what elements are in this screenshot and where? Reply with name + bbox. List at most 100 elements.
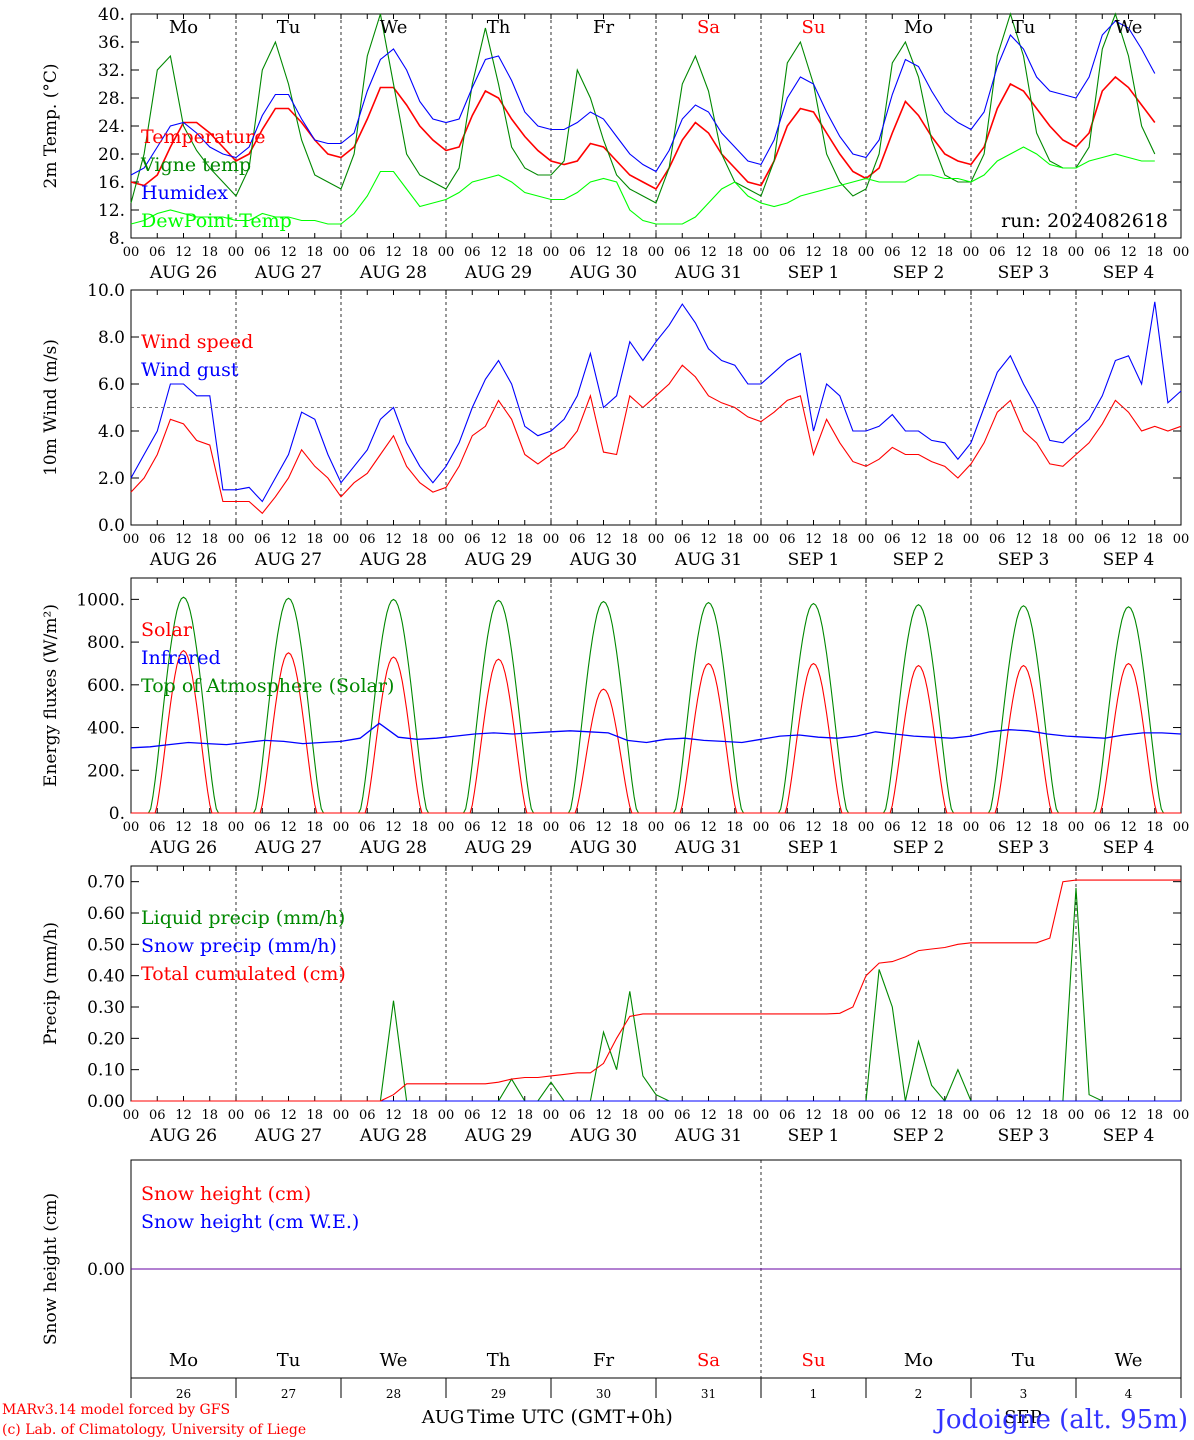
x-hour-label: 12 [1120,1108,1137,1123]
month-label: AUG [421,1407,465,1428]
x-hour-label: 06 [779,245,796,260]
y-tick-label: 0.70 [87,873,125,893]
month-label: SEP [1004,1407,1042,1428]
x-hour-label: 06 [569,820,586,835]
y-tick-label: 1000. [76,590,125,610]
x-hour-label: 18 [201,820,218,835]
day-of-week-label: We [1115,1350,1143,1371]
y-tick-label: 10.0 [87,281,125,301]
x-hour-label: 00 [648,820,665,835]
x-hour-label: 12 [1015,532,1032,547]
x-hour-label: 12 [700,820,717,835]
x-hour-label: 06 [674,820,691,835]
x-hour-label: 12 [385,245,402,260]
y-tick-label: 400. [87,719,125,739]
x-date-label: SEP 1 [788,838,840,858]
x-date-label: SEP 4 [1103,838,1155,858]
x-hour-label: 12 [175,1108,192,1123]
x-hour-label: 00 [123,820,140,835]
day-of-week-label: Tu [1012,17,1036,38]
station-label: Jodoigne (alt. 95m) [932,1405,1188,1435]
x-hour-label: 06 [674,245,691,260]
series-line-wind-speed [130,364,1182,515]
day-number-label: 26 [176,1387,191,1401]
x-date-label: AUG 26 [149,263,217,283]
x-date-label: SEP 4 [1103,263,1155,283]
x-hour-label: 12 [175,820,192,835]
x-hour-label: 18 [621,1108,638,1123]
x-hour-label: 12 [1120,532,1137,547]
x-hour-label: 12 [595,245,612,260]
x-hour-label: 00 [1173,820,1190,835]
x-hour-label: 12 [910,245,927,260]
x-hour-label: 06 [254,532,271,547]
x-hour-label: 06 [149,1108,166,1123]
y-tick-label: 40. [98,5,125,25]
x-hour-label: 00 [753,532,770,547]
x-hour-label: 00 [333,532,350,547]
x-date-label: AUG 29 [464,838,532,858]
x-date-label: SEP 1 [788,263,840,283]
y-axis-title: Energy fluxes (W/m²) [41,604,61,787]
x-hour-label: 00 [333,245,350,260]
x-hour-label: 18 [306,1108,323,1123]
x-hour-label: 06 [674,532,691,547]
day-number-label: 3 [1020,1387,1028,1401]
x-hour-label: 00 [648,532,665,547]
x-hour-label: 12 [910,1108,927,1123]
x-hour-label: 06 [674,1108,691,1123]
x-date-label: SEP 1 [788,1126,840,1146]
x-hour-label: 12 [1120,245,1137,260]
x-hour-label: 00 [963,245,980,260]
x-hour-label: 06 [254,820,271,835]
day-of-week-label: We [380,1350,408,1371]
x-hour-label: 00 [438,245,455,260]
x-date-label: AUG 30 [569,263,637,283]
y-tick-label: 0.20 [87,1029,125,1049]
x-hour-label: 06 [359,245,376,260]
x-date-label: AUG 27 [254,838,322,858]
y-tick-label: 8. [109,229,125,249]
x-hour-label: 18 [936,532,953,547]
x-hour-label: 00 [438,532,455,547]
y-tick-label: 0.00 [87,1260,125,1280]
day-number-label: 27 [281,1387,296,1401]
day-of-week-label: Mo [904,1350,933,1371]
x-hour-label: 18 [621,532,638,547]
y-tick-label: 0.40 [87,967,125,987]
x-hour-label: 06 [464,1108,481,1123]
x-hour-label: 12 [595,1108,612,1123]
x-hour-label: 06 [254,1108,271,1123]
x-hour-label: 12 [280,532,297,547]
x-hour-label: 00 [753,245,770,260]
x-hour-label: 00 [228,245,245,260]
day-of-week-label: Mo [904,17,933,38]
x-hour-label: 06 [149,820,166,835]
y-tick-label: 0.10 [87,1061,125,1081]
x-hour-label: 06 [359,532,376,547]
x-hour-label: 00 [753,820,770,835]
y-tick-label: 36. [98,33,125,53]
legend-entry: DewPoint Temp [141,210,292,232]
x-hour-label: 06 [254,245,271,260]
legend-entry: Snow precip (mm/h) [141,935,337,957]
run-annotation: run: 2024082618 [1001,210,1168,232]
x-hour-label: 06 [149,532,166,547]
x-hour-label: 18 [201,245,218,260]
x-date-label: SEP 2 [893,1126,945,1146]
x-hour-label: 18 [516,245,533,260]
x-hour-label: 00 [1068,1108,1085,1123]
panel-5: 0.00 Snow height (cm) Mo Tu We Th Fr Sa Su Mo Tu We… [41,1159,1182,1428]
x-date-label: AUG 31 [674,263,742,283]
x-hour-label: 18 [621,245,638,260]
x-hour-label: 12 [700,245,717,260]
x-hour-label: 18 [411,1108,428,1123]
x-hour-label: 12 [910,532,927,547]
x-hour-label: 00 [1173,1108,1190,1123]
x-hour-label: 00 [1068,532,1085,547]
y-tick-label: 600. [87,676,125,696]
x-hour-label: 06 [359,820,376,835]
day-number-label: 29 [491,1387,506,1401]
x-hour-label: 12 [805,245,822,260]
x-hour-label: 00 [228,532,245,547]
